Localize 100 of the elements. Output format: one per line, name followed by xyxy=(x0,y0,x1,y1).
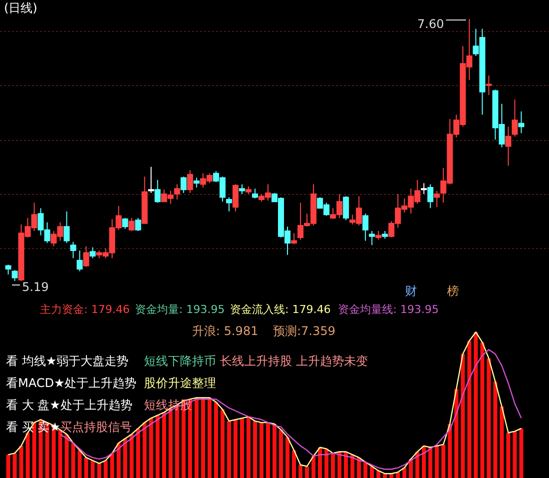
annotation: 股价升途整理 xyxy=(144,376,216,390)
bar xyxy=(337,452,342,478)
candlestick xyxy=(70,241,76,259)
bar xyxy=(506,432,510,478)
bar xyxy=(6,454,10,478)
candlestick xyxy=(420,182,427,195)
candlestick xyxy=(154,179,161,204)
bar xyxy=(330,453,335,478)
annotation: 看MACD★处于上升趋势 xyxy=(6,376,137,390)
candlestick xyxy=(362,213,368,242)
bar xyxy=(512,431,517,478)
bar xyxy=(90,460,95,478)
candlestick xyxy=(12,270,18,282)
text: 主力资金: 179.46 xyxy=(40,303,130,316)
candlestick xyxy=(486,75,492,96)
bar xyxy=(493,382,498,478)
bar xyxy=(123,438,128,478)
text: 资金均量线: 193.95 xyxy=(338,303,439,316)
annotation: 买点持股信号 xyxy=(60,420,132,434)
bar xyxy=(12,453,17,478)
bar xyxy=(428,447,432,478)
bar xyxy=(214,402,218,478)
bar xyxy=(278,430,283,478)
bar xyxy=(64,434,69,478)
candlestick xyxy=(135,217,142,232)
bar xyxy=(304,466,309,478)
annotation: 上升趋势未变 xyxy=(296,354,368,368)
bar xyxy=(220,409,225,478)
chart-title: (日线) xyxy=(4,1,38,15)
candlestick xyxy=(512,98,518,137)
bar xyxy=(480,342,484,478)
bar xyxy=(142,422,147,478)
bar xyxy=(363,462,368,478)
bar xyxy=(402,468,406,478)
bar xyxy=(71,442,76,478)
text: 资金流入线: 179.46 xyxy=(230,303,331,316)
bar xyxy=(246,416,251,478)
annotation: 7.60 xyxy=(417,17,444,31)
candlestick xyxy=(194,177,200,188)
text: 资金均量: 193.95 xyxy=(135,303,225,316)
bar xyxy=(253,421,258,478)
candlestick xyxy=(239,184,246,195)
bar xyxy=(234,420,238,478)
candlestick xyxy=(226,196,232,212)
candlestick xyxy=(342,196,349,221)
bar xyxy=(227,421,232,478)
candlestick xyxy=(76,250,83,272)
bar xyxy=(448,424,452,478)
candlestick xyxy=(90,246,96,259)
bar xyxy=(318,447,322,478)
text: 财 xyxy=(405,284,417,298)
bar xyxy=(272,424,276,478)
candlestick xyxy=(180,176,187,194)
candlestick xyxy=(187,170,194,194)
bar xyxy=(460,354,465,478)
candlestick xyxy=(505,126,512,166)
bar xyxy=(415,452,420,478)
bar xyxy=(324,448,328,478)
bar xyxy=(78,450,82,478)
bar xyxy=(434,446,439,478)
bar xyxy=(350,454,354,478)
bar xyxy=(26,432,30,478)
annotation: 看 大 盘★处于上升趋势 xyxy=(6,398,132,412)
bar xyxy=(500,406,504,478)
bar xyxy=(298,464,302,478)
bar xyxy=(32,422,36,478)
annotation: 5.19 xyxy=(22,280,49,294)
bar xyxy=(382,474,387,478)
bar xyxy=(110,453,114,478)
bar xyxy=(208,398,212,478)
candlestick xyxy=(427,184,434,209)
bar xyxy=(376,470,380,478)
bar xyxy=(149,418,154,478)
bar xyxy=(474,332,478,478)
candlestick xyxy=(368,230,375,246)
bar xyxy=(285,437,290,478)
bar xyxy=(19,446,24,478)
candlestick xyxy=(122,217,128,230)
bar xyxy=(194,398,199,478)
candlestick xyxy=(174,184,180,200)
text: 榜 xyxy=(447,284,459,298)
bar xyxy=(162,412,166,478)
bar xyxy=(240,418,244,478)
bar xyxy=(292,450,296,478)
bar xyxy=(467,340,472,478)
bar xyxy=(519,428,524,478)
bar xyxy=(201,398,206,478)
bar xyxy=(136,428,140,478)
annotation: 长线上升持股 xyxy=(220,354,292,368)
candlestick xyxy=(128,217,135,232)
bar xyxy=(116,442,121,478)
bar xyxy=(454,389,458,478)
candlestick xyxy=(518,110,524,134)
bar xyxy=(84,458,88,478)
bar xyxy=(370,466,374,478)
candlestick xyxy=(434,190,440,208)
candlestick xyxy=(232,184,239,212)
annotation: 升浪: 5.981 xyxy=(192,324,258,338)
annotation: 看 均线★弱于大盘走势 xyxy=(6,354,129,368)
bar xyxy=(97,463,102,478)
